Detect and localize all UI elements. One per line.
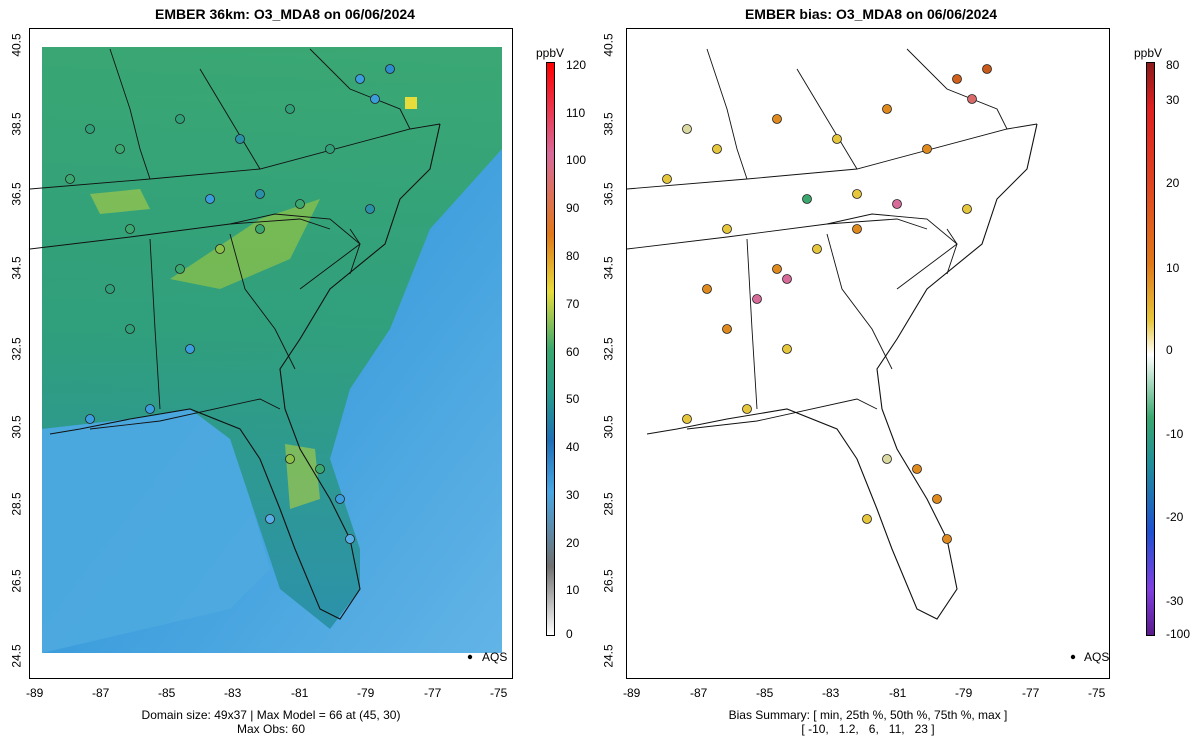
cbar-tick: 0 — [1166, 343, 1173, 357]
y-tick: 32.5 — [9, 337, 24, 361]
left-colorbar — [546, 62, 555, 636]
cbar-tick: 90 — [566, 201, 580, 215]
cbar-tick: 110 — [566, 106, 586, 120]
x-tick: -87 — [690, 686, 708, 700]
x-tick: -85 — [158, 686, 176, 700]
cbar-tick: 30 — [1166, 93, 1180, 107]
cbar-tick: 20 — [566, 536, 580, 550]
cbar-tick: 80 — [566, 249, 580, 263]
left-map — [30, 47, 502, 660]
cbar-tick: -100 — [1166, 627, 1191, 641]
y-tick: 34.5 — [601, 256, 616, 280]
x-tick: -83 — [224, 686, 242, 700]
model-field-land — [42, 47, 502, 629]
cbar-tick: 70 — [566, 297, 580, 311]
x-tick: -89 — [623, 686, 641, 700]
model-max-cell — [405, 97, 417, 109]
x-tick: -81 — [291, 686, 309, 700]
coastline — [646, 123, 1038, 620]
right-colorbar — [1146, 62, 1155, 636]
cbar-tick: 10 — [566, 583, 580, 597]
right-map-frame — [626, 28, 1110, 679]
y-tick: 36.5 — [601, 182, 616, 206]
model-hotspot-west — [90, 189, 150, 214]
right-legend-label: AQS — [1084, 650, 1110, 664]
cbar-tick: 50 — [566, 392, 580, 406]
left-map-frame — [29, 28, 513, 679]
aqs-legend-marker — [1070, 654, 1076, 660]
y-tick: 24.5 — [9, 644, 24, 668]
cbar-tick: -10 — [1166, 427, 1184, 441]
x-tick: -89 — [26, 686, 44, 700]
x-tick: -79 — [955, 686, 973, 700]
x-tick: -77 — [1022, 686, 1040, 700]
cbar-tick: 80 — [1166, 58, 1180, 72]
y-tick: 28.5 — [601, 492, 616, 516]
y-tick: 36.5 — [9, 182, 24, 206]
cbar-tick: 60 — [566, 345, 580, 359]
y-tick: 28.5 — [9, 492, 24, 516]
x-tick: -87 — [92, 686, 110, 700]
state-boundaries — [627, 48, 1038, 430]
cbar-tick: 20 — [1166, 176, 1180, 190]
x-tick: -85 — [756, 686, 774, 700]
cbar-tick: -30 — [1166, 594, 1184, 608]
aqs-legend-marker — [467, 654, 473, 660]
bias-points — [662, 64, 992, 544]
cbar-tick: 30 — [566, 488, 580, 502]
y-tick: 26.5 — [9, 569, 24, 593]
y-tick: 38.5 — [9, 112, 24, 136]
y-tick: 30.5 — [601, 415, 616, 439]
right-map — [627, 48, 1076, 660]
cbar-tick: 100 — [566, 153, 587, 167]
x-tick: -83 — [822, 686, 840, 700]
y-tick: 40.5 — [9, 33, 24, 57]
left-footer-line1: Domain size: 49x37 | Max Model = 66 at (… — [141, 708, 401, 722]
right-panel-title: EMBER bias: O3_MDA8 on 06/06/2024 — [744, 6, 998, 22]
cbar-tick: 10 — [1166, 261, 1180, 275]
right-colorbar-unit: ppbV — [1134, 46, 1163, 60]
y-tick: 30.5 — [9, 415, 24, 439]
coastline — [49, 123, 441, 620]
model-field-gulf — [42, 409, 270, 653]
x-tick: -75 — [490, 686, 508, 700]
state-boundaries — [30, 48, 441, 430]
cbar-tick: 40 — [566, 440, 580, 454]
y-tick: 32.5 — [601, 337, 616, 361]
right-footer-line1: Bias Summary: [ min, 25th %, 50th %, 75t… — [728, 708, 1008, 722]
y-tick: 24.5 — [601, 644, 616, 668]
y-tick: 38.5 — [601, 112, 616, 136]
cbar-tick: 0 — [566, 627, 573, 641]
x-tick: -75 — [1088, 686, 1106, 700]
obs-points — [65, 64, 395, 544]
y-tick: 26.5 — [601, 569, 616, 593]
x-tick: -81 — [889, 686, 907, 700]
cbar-tick: 120 — [566, 58, 587, 72]
model-hotspot-piedmont — [170, 199, 320, 289]
left-panel-title: EMBER 36km: O3_MDA8 on 06/06/2024 — [155, 6, 415, 22]
y-tick: 34.5 — [9, 256, 24, 280]
left-colorbar-unit: ppbV — [536, 46, 565, 60]
left-legend-label: AQS — [482, 650, 508, 664]
y-tick: 40.5 — [601, 33, 616, 57]
left-footer-line2: Max Obs: 60 — [236, 722, 306, 736]
cbar-tick: -20 — [1166, 510, 1184, 524]
x-tick: -79 — [357, 686, 375, 700]
x-tick: -77 — [424, 686, 442, 700]
right-footer-line2: [ -10, 1.2, 6, 11, 23 ] — [801, 722, 935, 736]
